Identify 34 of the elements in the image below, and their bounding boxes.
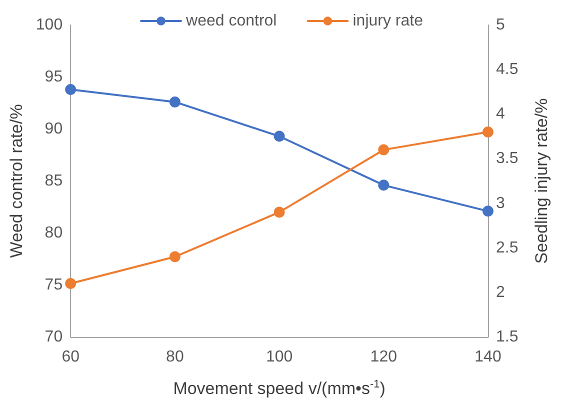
x-tick-label: 120 xyxy=(370,348,398,366)
y-tick-label: 100 xyxy=(36,16,63,34)
y2-tick-label: 3.5 xyxy=(496,150,518,168)
y-tick-label: 90 xyxy=(44,120,63,138)
y2-tick-label: 2 xyxy=(496,284,505,301)
legend-label: weed control xyxy=(185,12,277,30)
y-tick-label: 80 xyxy=(44,224,63,242)
point xyxy=(378,144,390,156)
y-tick-label: 95 xyxy=(44,68,63,86)
point xyxy=(274,130,285,142)
y2-tick-label: 5 xyxy=(496,16,505,34)
y2-tick-label: 1.5 xyxy=(496,328,518,346)
x-tick-label: 140 xyxy=(474,348,502,366)
y-tick-label: 85 xyxy=(44,172,63,190)
y2-tick-label: 2.5 xyxy=(496,239,518,256)
y-tick-label: 75 xyxy=(44,276,63,294)
point xyxy=(482,206,494,217)
x-tick-label: 60 xyxy=(62,348,80,366)
x-tick-label: 80 xyxy=(166,348,184,366)
y2-tick-label: 4.5 xyxy=(496,61,518,78)
point xyxy=(65,84,76,95)
x-tick-label: 100 xyxy=(266,348,293,366)
point xyxy=(378,180,390,191)
y2-axis-title: Seedling injury rate/% xyxy=(532,98,551,264)
point xyxy=(274,206,285,218)
point xyxy=(169,251,180,262)
point xyxy=(482,126,494,138)
point xyxy=(169,96,180,108)
y-tick-label: 70 xyxy=(44,328,63,346)
point xyxy=(65,278,76,290)
y2-tick-label: 3 xyxy=(496,194,505,212)
y2-tick-label: 4 xyxy=(496,106,505,123)
y-axis-title: Weed control rate/% xyxy=(7,104,26,258)
legend-label: injury rate xyxy=(352,12,424,30)
